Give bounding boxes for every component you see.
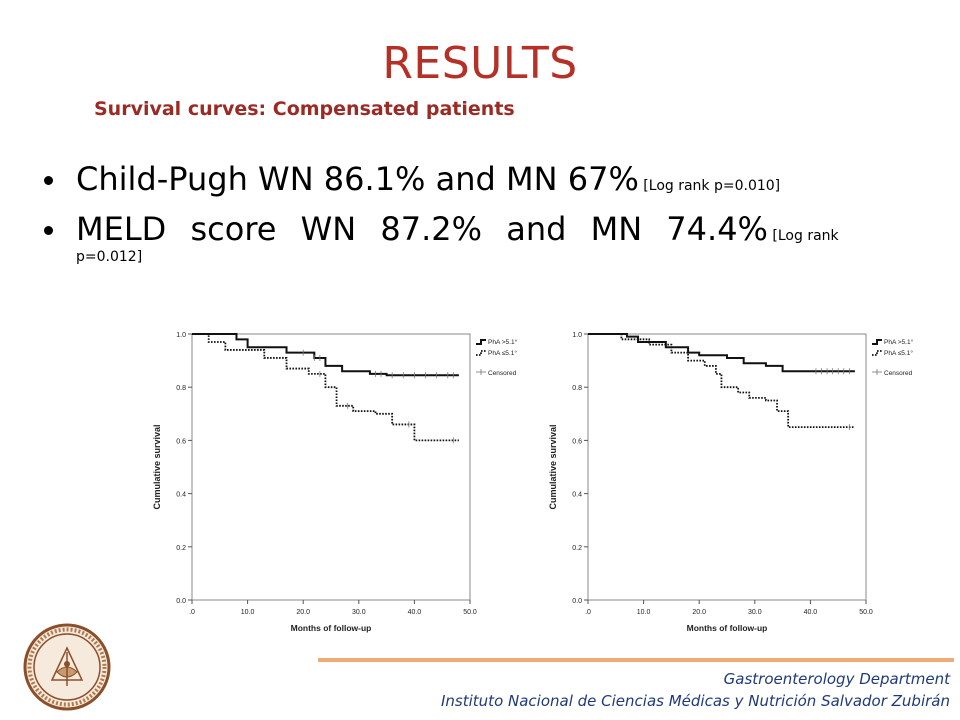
x-tick-label: 10.0 xyxy=(241,609,255,616)
legend-swatch-dotted xyxy=(476,350,486,356)
bullet-note: [Log rank p=0.012] xyxy=(76,228,839,265)
y-tick-label: 0.6 xyxy=(176,438,186,445)
plot-frame xyxy=(191,333,471,601)
footer-institute: Instituto Nacional de Ciencias Médicas y… xyxy=(441,692,950,710)
x-tick-label: .0 xyxy=(585,609,591,616)
bullet-main-text: MELD score WN 87.2% and MN 74.4% xyxy=(76,210,768,248)
legend-entry: Censored xyxy=(884,370,913,377)
y-tick-label: 0.4 xyxy=(572,492,582,499)
y-tick-label: 0.0 xyxy=(176,598,186,605)
bullet-main-text: Child-Pugh WN 86.1% and MN 67% xyxy=(76,160,639,198)
y-tick-label: 1.0 xyxy=(572,332,582,339)
x-tick-label: 40.0 xyxy=(408,609,422,616)
bullet-meld: MELD score WN 87.2% and MN 74.4% [Log ra… xyxy=(44,210,890,266)
y-tick-label: 0.6 xyxy=(572,438,582,445)
survival-chart-meld: 0.0 0.2 0.4 0.6 0.8 1.0 .0 10.0 20.0 30.0 40.0 50.0… xyxy=(548,332,914,633)
series-line-pha-low xyxy=(588,333,855,428)
x-tick-label: 30.0 xyxy=(748,609,762,616)
x-tick-label: 20.0 xyxy=(692,609,706,616)
series-line-pha-high xyxy=(192,333,459,377)
slide-title: RESULTS xyxy=(382,38,578,89)
y-tick-label: 0.0 xyxy=(572,598,582,605)
legend-entry: PhA >5.1° xyxy=(488,338,518,346)
footer: Gastroenterology Department Instituto Na… xyxy=(441,668,950,712)
legend-entry: PhA ≤5.1° xyxy=(884,349,913,357)
legend-swatch-dotted xyxy=(872,350,882,356)
survival-chart-child-pugh: 0.0 0.2 0.4 0.6 0.8 1.0 .0 10.0 20.0 30.0 40.0 50.0… xyxy=(152,332,518,633)
legend-entry: Censored xyxy=(488,370,517,377)
x-tick-label: 30.0 xyxy=(352,609,366,616)
legend-entry: PhA ≤5.1° xyxy=(488,349,517,357)
bullet-note: [Log rank p=0.010] xyxy=(643,178,781,194)
y-tick-label: 0.8 xyxy=(176,385,186,392)
x-axis-label: Months of follow-up xyxy=(687,623,768,633)
institute-seal xyxy=(22,622,112,717)
y-axis-label: Cumulative survival xyxy=(152,424,162,509)
y-tick-label: 0.8 xyxy=(572,385,582,392)
legend-entry: PhA >5.1° xyxy=(884,338,914,346)
x-tick-label: 50.0 xyxy=(463,609,477,616)
bullet-dot xyxy=(44,176,53,185)
bullet-dot xyxy=(44,226,53,235)
series-line-pha-high xyxy=(588,333,855,373)
y-tick-label: 0.4 xyxy=(176,492,186,499)
legend-swatch-solid xyxy=(872,339,882,345)
x-tick-label: .0 xyxy=(189,609,195,616)
y-tick-label: 1.0 xyxy=(176,332,186,339)
plot-frame xyxy=(587,333,867,601)
y-tick-label: 0.2 xyxy=(176,545,186,552)
footer-divider xyxy=(318,658,954,662)
series-line-pha-low xyxy=(192,333,459,442)
bullet-list: Child-Pugh WN 86.1% and MN 67% [Log rank… xyxy=(44,160,890,266)
x-axis-label: Months of follow-up xyxy=(291,623,372,633)
slide-subtitle: Survival curves: Compensated patients xyxy=(94,98,515,120)
y-axis-label: Cumulative survival xyxy=(548,424,558,509)
bullet-child-pugh: Child-Pugh WN 86.1% and MN 67% [Log rank… xyxy=(44,160,890,198)
y-tick-label: 0.2 xyxy=(572,545,582,552)
x-tick-label: 40.0 xyxy=(804,609,818,616)
legend-swatch-solid xyxy=(476,339,486,345)
x-tick-label: 50.0 xyxy=(859,609,873,616)
x-tick-label: 10.0 xyxy=(637,609,651,616)
footer-department: Gastroenterology Department xyxy=(723,670,950,688)
x-tick-label: 20.0 xyxy=(296,609,310,616)
